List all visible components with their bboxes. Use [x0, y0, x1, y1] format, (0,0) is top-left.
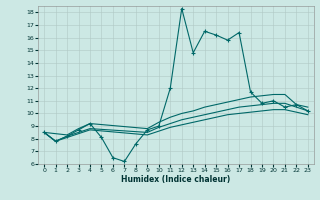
X-axis label: Humidex (Indice chaleur): Humidex (Indice chaleur): [121, 175, 231, 184]
